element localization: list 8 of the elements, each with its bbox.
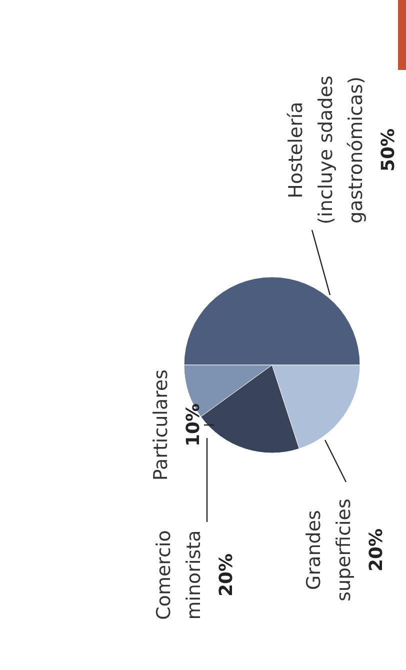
data-label: 50% xyxy=(378,128,399,172)
data-label: 10% xyxy=(183,403,204,447)
data-label: 20% xyxy=(366,528,387,572)
slice-label: Hostelería (incluye sdades gastronómicas) xyxy=(285,76,367,224)
slice-label: Comercio minorista xyxy=(153,530,205,620)
slice-label: Grandes superficies xyxy=(303,498,355,602)
data-label: 20% xyxy=(216,553,237,597)
slice-label: Particulares xyxy=(150,369,172,481)
